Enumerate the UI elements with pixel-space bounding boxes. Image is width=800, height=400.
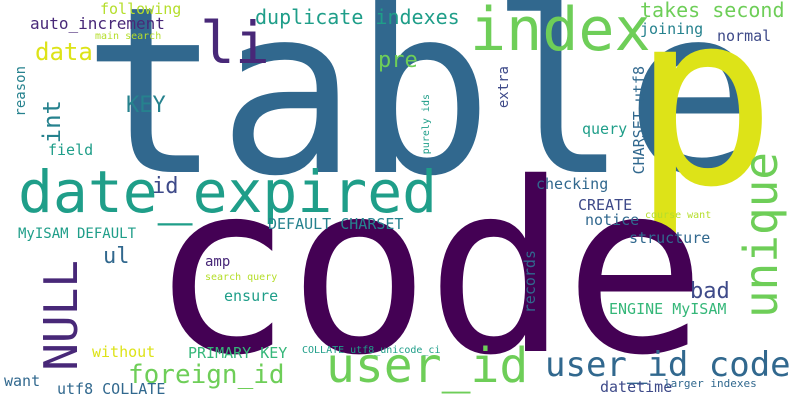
word-reason: reason [13, 66, 29, 117]
word-null: NULL [34, 260, 88, 371]
word-extra: extra [496, 66, 512, 109]
word-purely-ids: purely ids [421, 94, 432, 155]
word-course-want: course want [645, 210, 712, 221]
word-joining: joining [640, 20, 704, 38]
word-pre: pre [378, 48, 418, 73]
word-amp: amp [205, 254, 231, 270]
word-user-id-code: user_id code [545, 345, 791, 385]
word-table: table [82, 0, 764, 227]
word-index: index [470, 0, 651, 65]
word-larger-indexes: larger indexes [664, 377, 757, 390]
word-notice: notice [585, 211, 640, 229]
word-default-charset: DEFAULT CHARSET [268, 215, 404, 233]
word-takes-second: takes second [640, 0, 785, 22]
word-primary-key: PRIMARY KEY [188, 344, 288, 362]
word-duplicate-indexes: duplicate indexes [255, 5, 460, 29]
word-ensure: ensure [224, 287, 279, 305]
word-field: field [48, 141, 94, 159]
word-user-id: user_id [326, 338, 529, 394]
word-normal: normal [717, 27, 772, 45]
word-query: query [582, 120, 628, 138]
word-want: want [4, 372, 41, 390]
word-datetime: datetime [600, 378, 673, 396]
word-search-query: search query [205, 272, 278, 283]
word-li: li [200, 9, 270, 77]
word-id: id [152, 174, 179, 199]
word-structure: structure [629, 229, 711, 247]
word-foreign-id: foreign_id [128, 360, 285, 390]
word-int: int [38, 100, 66, 144]
word-code: code [150, 132, 706, 400]
word-p: p [632, 0, 777, 240]
word-unique: unique [734, 152, 788, 319]
word-ul: ul [103, 244, 130, 269]
word-bad: bad [690, 279, 730, 304]
word-utf8-collate: utf8 COLLATE [57, 380, 166, 398]
word-auto-increment: auto_increment [30, 14, 165, 33]
word-create: CREATE [578, 196, 633, 214]
word-myisam-default: MyISAM DEFAULT [18, 226, 137, 242]
word-without: without [92, 343, 156, 361]
word-data: data [35, 38, 93, 66]
word-records: records [521, 250, 539, 314]
word-engine-myisam: ENGINE MyISAM [609, 300, 727, 318]
word-main-search: main search [95, 31, 162, 42]
word-charset-utf8: CHARSET utf8 [630, 66, 648, 175]
word-checking: checking [536, 175, 609, 193]
word-following: following [100, 0, 182, 18]
word-date-expired: date_expired [18, 158, 438, 226]
word-collate-utf8-unicode-ci: COLLATE utf8_unicode_ci [302, 345, 441, 356]
word-key: KEY [126, 93, 166, 118]
